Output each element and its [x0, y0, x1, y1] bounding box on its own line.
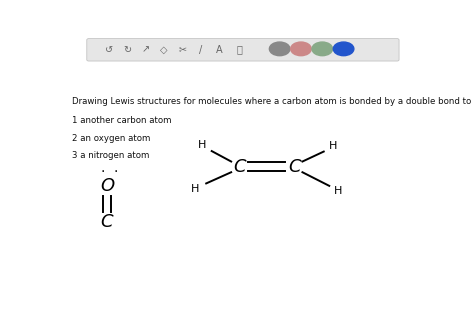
Text: ⬛: ⬛	[237, 45, 242, 55]
Circle shape	[269, 42, 290, 56]
Circle shape	[333, 42, 354, 56]
Text: 1 another carbon atom: 1 another carbon atom	[72, 116, 172, 125]
Text: C: C	[233, 158, 246, 176]
Text: ◇: ◇	[160, 45, 168, 55]
Circle shape	[312, 42, 333, 56]
Text: ·: ·	[113, 165, 118, 179]
Text: 3 a nitrogen atom: 3 a nitrogen atom	[72, 151, 149, 160]
Text: /: /	[199, 45, 202, 55]
Text: C: C	[100, 213, 113, 231]
Text: ↻: ↻	[123, 45, 131, 55]
Text: H: H	[334, 186, 343, 196]
FancyBboxPatch shape	[87, 39, 399, 61]
Text: H: H	[191, 184, 200, 194]
Text: H: H	[329, 141, 337, 151]
Text: ↺: ↺	[105, 45, 113, 55]
Text: Drawing Lewis structures for molecules where a carbon atom is bonded by a double: Drawing Lewis structures for molecules w…	[72, 97, 471, 106]
Text: A: A	[216, 45, 222, 55]
Text: 2 an oxygen atom: 2 an oxygen atom	[72, 134, 150, 143]
Text: ✂: ✂	[178, 45, 186, 55]
Text: C: C	[288, 158, 301, 176]
Circle shape	[291, 42, 311, 56]
Text: ↗: ↗	[142, 45, 150, 55]
Text: ·: ·	[100, 165, 104, 179]
Text: H: H	[198, 140, 207, 150]
Text: O: O	[100, 177, 114, 195]
